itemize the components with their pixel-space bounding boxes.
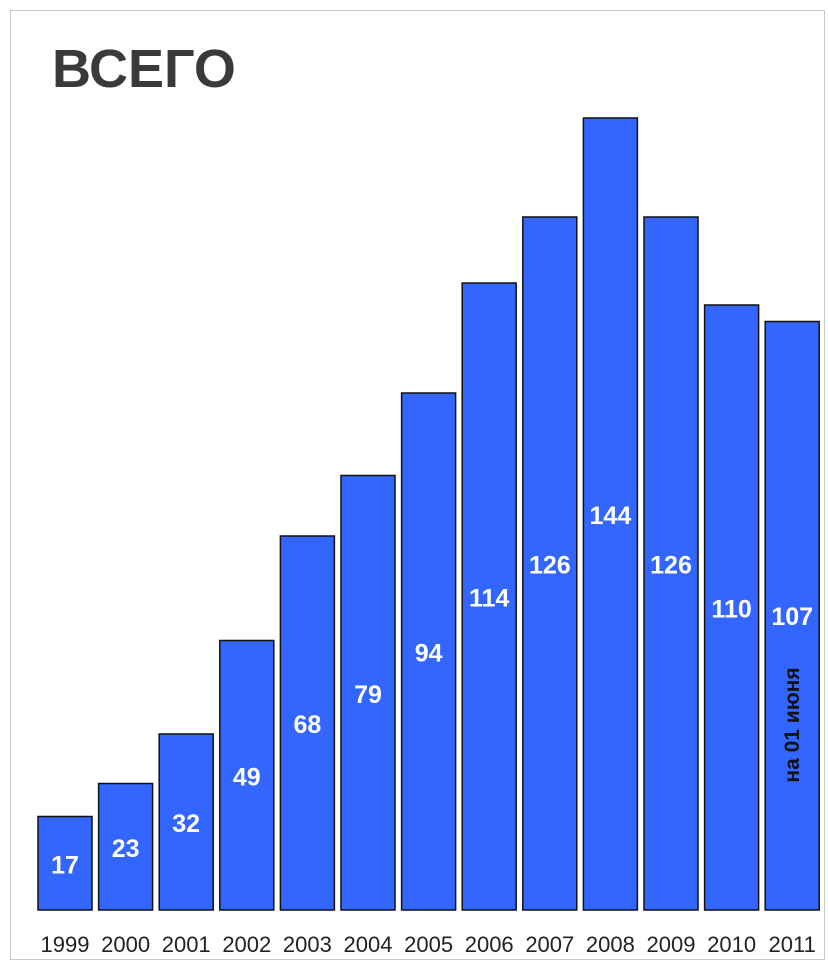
value-label-2000: 23: [112, 835, 140, 863]
chart-title: ВСЕГО: [52, 39, 236, 99]
value-label-2002: 49: [233, 763, 261, 791]
bar-2007: [522, 216, 578, 911]
x-tick-label-1999: 1999: [41, 932, 90, 957]
value-label-2006: 114: [469, 585, 509, 613]
value-label-2004: 79: [354, 681, 382, 709]
x-tick-label-2008: 2008: [586, 932, 635, 957]
annotation-label: на 01 июня: [781, 667, 804, 782]
bar-1999: [37, 815, 93, 911]
value-label-2005: 94: [415, 640, 443, 668]
value-labels-group: 17 23 32 49 68 79 94 114 126 144 126 110 107: [51, 502, 813, 879]
annotations-group: на 01 июня: [781, 667, 804, 782]
x-tick-label-2004: 2004: [344, 932, 393, 957]
bar-2001: [158, 733, 214, 911]
bar-2009: [643, 216, 699, 911]
value-label-2008: 144: [590, 502, 632, 530]
x-tick-label-2002: 2002: [222, 932, 271, 957]
x-tick-label-2007: 2007: [525, 932, 574, 957]
bar-2004: [340, 474, 396, 911]
value-label-2010: 110: [711, 596, 751, 624]
bar-2006: [461, 282, 517, 911]
bar-2002: [219, 639, 275, 911]
bar-2005: [400, 392, 457, 911]
x-tick-label-2009: 2009: [647, 932, 696, 957]
value-label-2011: 107: [771, 603, 813, 631]
x-tick-labels-group: 1999 2000 2001 2002 2003 2004 2005 2006 2007 2008…: [41, 932, 816, 957]
x-tick-label-2003: 2003: [283, 932, 332, 957]
bars-group: [37, 117, 820, 911]
x-tick-label-2010: 2010: [707, 932, 756, 957]
x-tick-label-2000: 2000: [101, 932, 150, 957]
x-tick-label-2006: 2006: [465, 932, 514, 957]
value-label-2009: 126: [650, 552, 692, 580]
bar-2011: [764, 320, 820, 911]
bar-2008: [582, 117, 639, 911]
x-tick-label-2005: 2005: [404, 932, 453, 957]
value-label-2001: 32: [172, 810, 200, 838]
x-tick-label-2001: 2001: [162, 932, 211, 957]
bar-2003: [279, 535, 336, 911]
value-label-1999: 17: [51, 851, 79, 879]
value-label-2007: 126: [529, 552, 571, 580]
bar-2010: [703, 304, 760, 911]
bar-2000: [97, 782, 154, 911]
x-tick-label-2011: 2011: [769, 932, 816, 957]
value-label-2003: 68: [293, 711, 321, 739]
